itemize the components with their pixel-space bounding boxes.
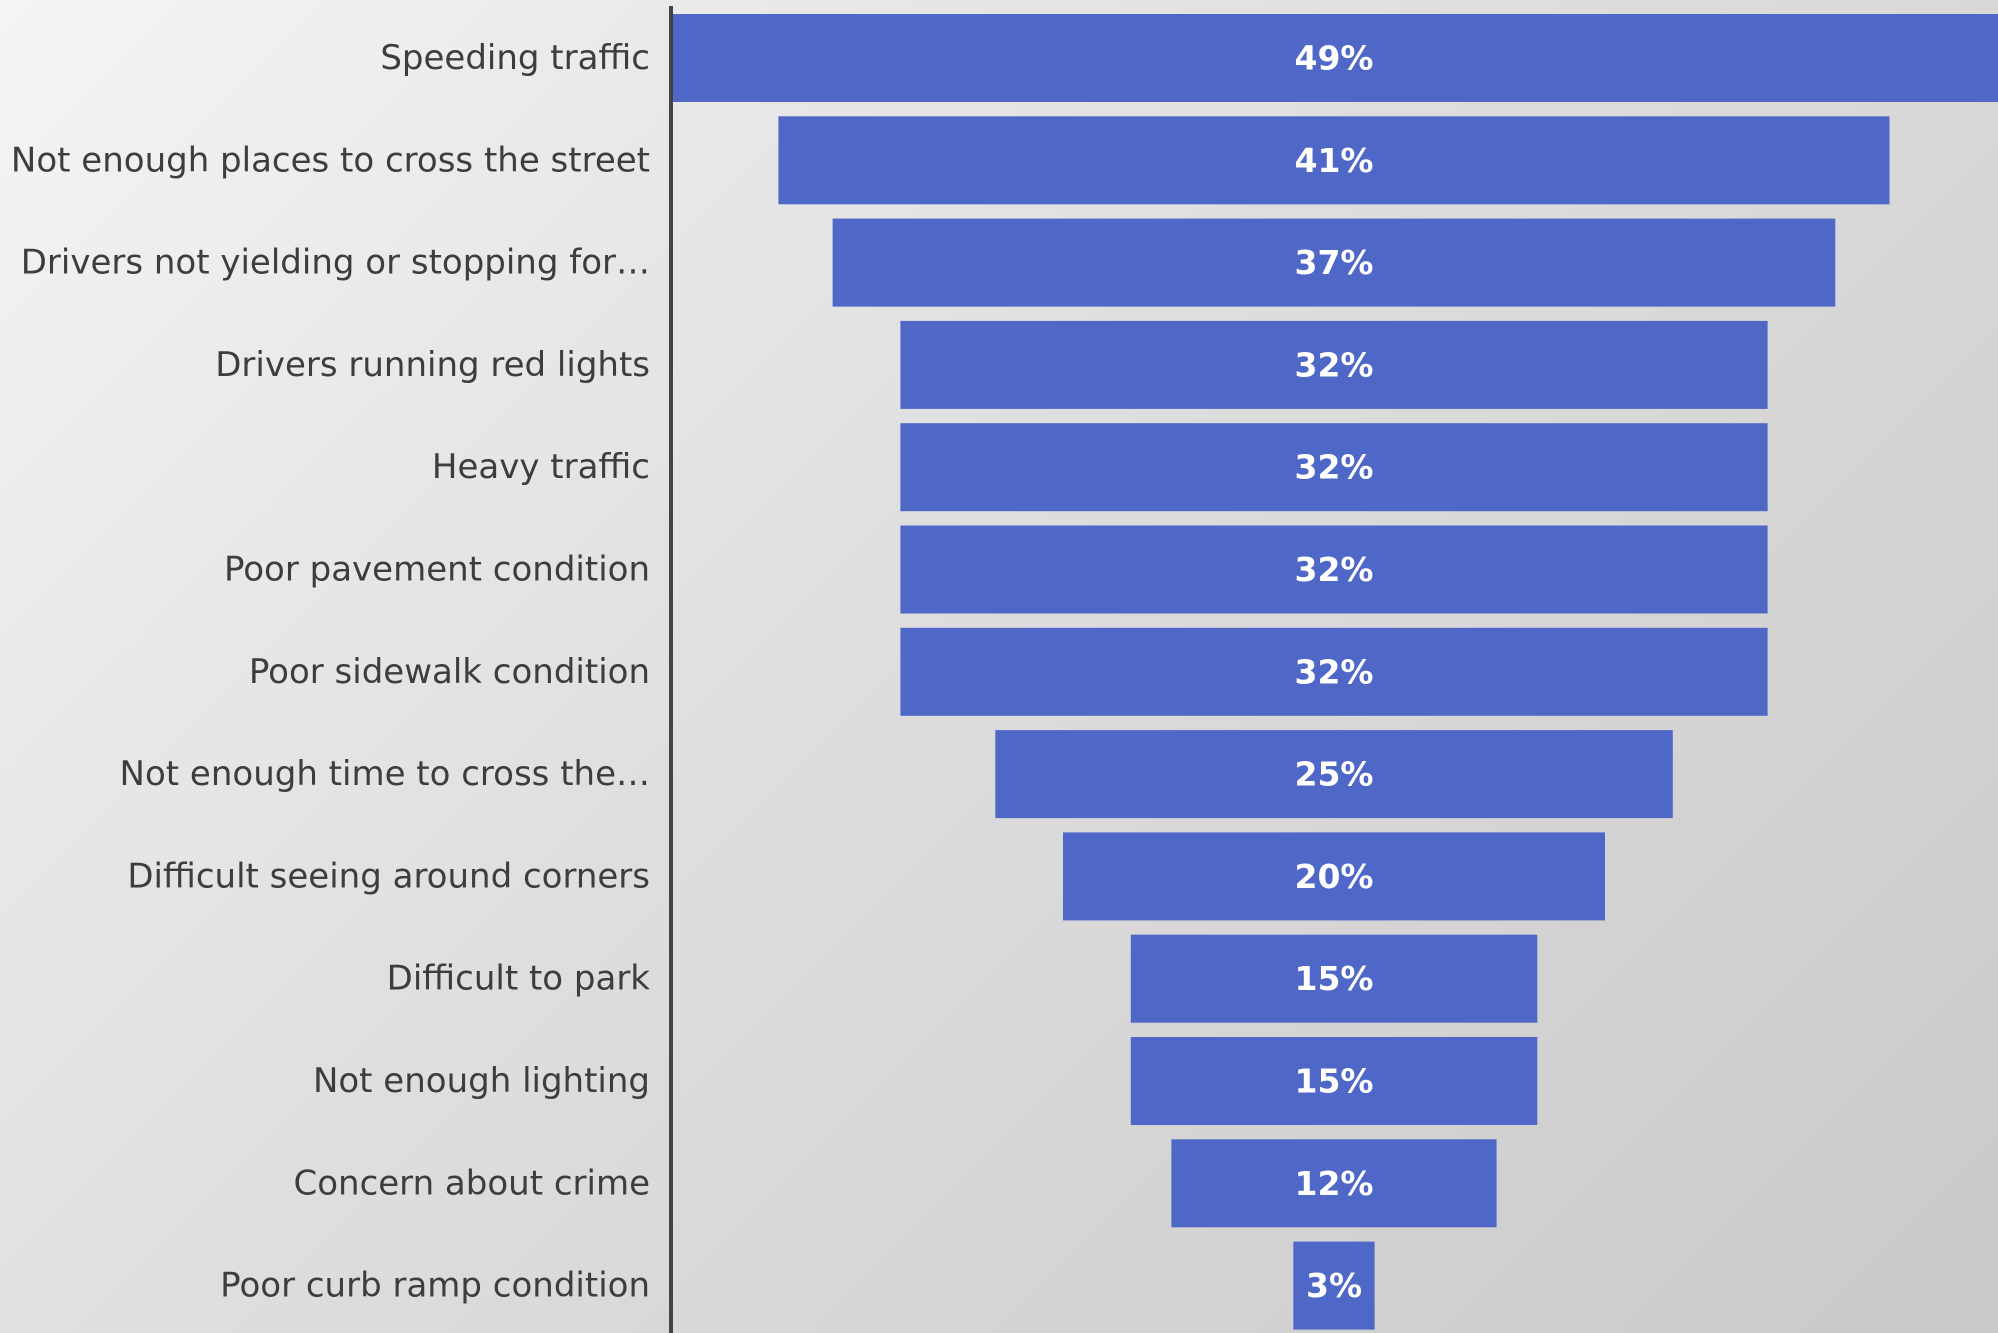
bar-10 xyxy=(1130,1037,1538,1125)
category-label: Drivers running red lights xyxy=(215,345,650,385)
value-label: 49% xyxy=(1295,39,1374,78)
value-label: 20% xyxy=(1295,857,1374,896)
category-label: Drivers not yielding or stopping for… xyxy=(21,243,650,283)
category-label: Heavy traffic xyxy=(432,447,650,487)
bar-2 xyxy=(832,218,1836,307)
value-label: 32% xyxy=(1295,345,1374,384)
bars-layer: 49% 41% 37% 32% 32% 32% 32% 25% 20% 15% 15% 12% 3% xyxy=(671,14,1998,1330)
bar-9 xyxy=(1130,934,1538,1023)
bar-3 xyxy=(900,320,1768,409)
category-label: Poor sidewalk condition xyxy=(249,652,650,692)
bar-0 xyxy=(671,14,1998,102)
value-label: 15% xyxy=(1295,959,1374,998)
category-label: Difficult seeing around corners xyxy=(127,856,650,896)
value-label: 32% xyxy=(1295,652,1374,691)
value-label: 25% xyxy=(1295,755,1374,794)
value-label: 32% xyxy=(1295,448,1374,487)
category-label: Poor curb ramp condition xyxy=(220,1266,650,1306)
value-label: 15% xyxy=(1295,1062,1374,1101)
bar-11 xyxy=(1171,1139,1497,1228)
category-label: Difficult to park xyxy=(387,959,651,999)
bar-1 xyxy=(778,116,1890,205)
category-labels: Speeding traffic Not enough places to cro… xyxy=(11,38,650,1306)
category-label: Poor pavement condition xyxy=(224,550,650,590)
value-label: 12% xyxy=(1295,1164,1374,1203)
category-label: Speeding traffic xyxy=(380,38,650,78)
bar-12 xyxy=(1293,1241,1375,1330)
bar-6 xyxy=(900,627,1768,716)
category-label: Not enough places to cross the street xyxy=(11,140,650,180)
value-label: 32% xyxy=(1295,550,1374,589)
bar-7 xyxy=(995,730,1673,819)
category-label: Not enough lighting xyxy=(313,1061,650,1101)
category-label: Not enough time to cross the… xyxy=(120,754,650,794)
bar-4 xyxy=(900,423,1768,512)
value-label: 37% xyxy=(1295,243,1374,282)
bar-8 xyxy=(1063,832,1605,921)
bar-5 xyxy=(900,525,1768,614)
category-label: Concern about crime xyxy=(293,1163,650,1203)
value-label: 41% xyxy=(1295,141,1374,180)
value-label: 3% xyxy=(1306,1266,1362,1305)
